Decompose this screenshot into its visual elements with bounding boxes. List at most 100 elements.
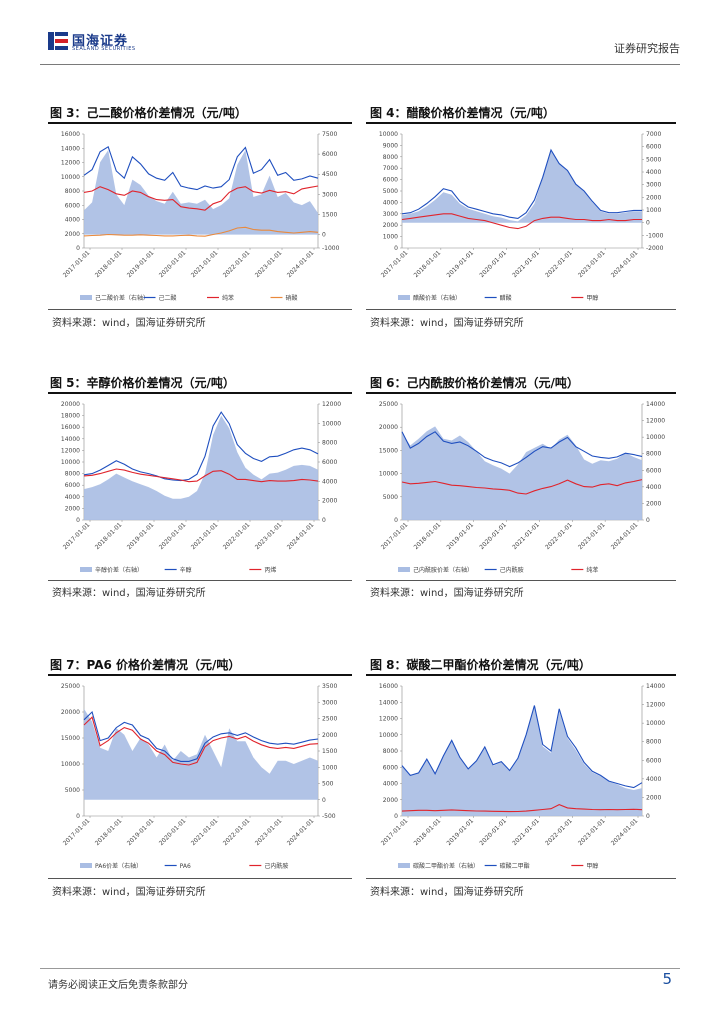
- x-tick-label: 2018-01-01: [94, 817, 124, 847]
- series-line-2: [401, 803, 643, 813]
- legend-label-1: 醋酸: [500, 294, 512, 302]
- figure-5-chart: 0 2000 4000 6000 8000 10000 12000 14000 16000 180…: [61, 401, 341, 574]
- x-tick-label: 2021-01-01: [190, 521, 220, 551]
- left-tick-label: 0: [76, 245, 80, 252]
- x-tick-label: 2020-01-01: [158, 249, 188, 279]
- left-tick-label: 3000: [383, 211, 398, 218]
- x-tick-label: 2018-01-01: [413, 817, 443, 847]
- legend-label-2: 己内酰胺: [264, 862, 288, 870]
- left-tick-label: 6000: [65, 202, 80, 209]
- x-tick-label: 2018-01-01: [94, 249, 124, 279]
- x-tick-label: 2018-01-01: [94, 521, 124, 551]
- right-tick-label: 3500: [322, 683, 337, 690]
- left-tick-label: 0: [394, 517, 398, 524]
- left-tick-label: 16000: [379, 683, 398, 690]
- right-tick-label: 7500: [322, 131, 337, 138]
- left-tick-label: 0: [394, 813, 398, 820]
- x-tick-label: 2021-01-01: [511, 521, 541, 551]
- series-line-2: [83, 468, 319, 483]
- left-tick-label: 10000: [379, 131, 398, 138]
- right-tick-label: 2000: [646, 500, 661, 507]
- left-tick-label: 5000: [383, 188, 398, 195]
- right-tick-label: 3000: [322, 699, 337, 706]
- figure-3-title: 图 3：己二酸价格价差情况（元/吨）: [50, 106, 247, 120]
- x-tick-label: 2021-01-01: [511, 249, 541, 279]
- right-tick-label: 12000: [646, 702, 665, 709]
- left-tick-label: 12000: [379, 716, 398, 723]
- x-tick-label: 2022-01-01: [544, 249, 574, 279]
- figure-6-chart: 0 5000 10000 15000 20000 25000 0 2000 4000 6000 80…: [379, 401, 665, 574]
- series-line-1: [83, 411, 319, 482]
- left-tick-label: 16000: [61, 131, 80, 138]
- left-tick-label: 18000: [61, 413, 80, 420]
- left-tick-label: 6000: [383, 764, 398, 771]
- sealand-logo-icon: [48, 32, 68, 50]
- x-tick-label: 2022-01-01: [222, 249, 252, 279]
- x-tick-label: 2017-01-01: [62, 249, 92, 279]
- right-tick-label: 1500: [322, 748, 337, 755]
- figure-5-source: 资料来源：wind，国海证券研究所: [52, 588, 206, 599]
- left-tick-label: 2000: [383, 797, 398, 804]
- series-line-2: [401, 479, 643, 495]
- x-tick-label: 2018-01-01: [413, 521, 443, 551]
- figure-3-source: 资料来源：wind，国海证券研究所: [52, 318, 206, 329]
- left-tick-label: 15000: [61, 735, 80, 742]
- right-tick-label: -1000: [646, 232, 664, 239]
- x-tick-label: 2024-01-01: [286, 817, 316, 847]
- left-tick-label: 4000: [65, 217, 80, 224]
- right-tick-label: 0: [646, 517, 650, 524]
- legend-label-2: 甲醇: [586, 294, 598, 302]
- series-line-1: [83, 710, 319, 762]
- series-area-0: [84, 150, 318, 235]
- left-tick-label: 2000: [383, 222, 398, 229]
- left-tick-label: 1000: [383, 234, 398, 241]
- figure-7-bottom-rule: [48, 878, 352, 879]
- figure-7-top-rule: [48, 674, 352, 676]
- series-line-2: [83, 185, 319, 211]
- right-tick-label: 0: [646, 813, 650, 820]
- figure-3-top-rule: [48, 122, 352, 124]
- left-tick-label: 0: [76, 813, 80, 820]
- series-line-3: [83, 226, 319, 237]
- right-tick-label: 6000: [322, 459, 337, 466]
- right-tick-label: 8000: [646, 451, 661, 458]
- right-tick-label: 2000: [646, 194, 661, 201]
- series-line-2: [401, 213, 642, 230]
- left-tick-label: 10000: [379, 471, 398, 478]
- right-tick-label: 4000: [646, 484, 661, 491]
- figure-5-bottom-rule: [48, 580, 352, 581]
- left-tick-label: 2000: [65, 231, 80, 238]
- page-number: 5: [662, 970, 672, 988]
- right-tick-label: 6000: [322, 151, 337, 158]
- x-tick-label: 2019-01-01: [126, 249, 156, 279]
- figure-8-title: 图 8：碳酸二甲酯价格价差情况（元/吨）: [370, 658, 591, 672]
- legend-label-1: PA6: [180, 863, 191, 870]
- x-tick-label: 2021-01-01: [190, 817, 220, 847]
- legend-label-1: 己内酰胺: [500, 566, 524, 574]
- right-tick-label: 2000: [322, 498, 337, 505]
- right-tick-label: 14000: [646, 401, 665, 408]
- figure-8-bottom-rule: [366, 878, 676, 879]
- left-tick-label: 20000: [61, 401, 80, 408]
- logo-text: 国海证券: [72, 34, 129, 49]
- left-tick-label: 8000: [65, 188, 80, 195]
- left-tick-label: 20000: [379, 424, 398, 431]
- x-tick-label: 2024-01-01: [610, 521, 640, 551]
- figure-8-source: 资料来源：wind，国海证券研究所: [370, 887, 524, 898]
- right-tick-label: -2000: [646, 245, 664, 252]
- right-tick-label: 4000: [646, 169, 661, 176]
- figure-4-title: 图 4：醋酸价格价差情况（元/吨）: [370, 106, 555, 120]
- series-line-1: [401, 431, 643, 468]
- figure-4-bottom-rule: [366, 309, 676, 310]
- legend-label-0: 己内酰胺价差（右轴）: [413, 566, 473, 574]
- right-tick-label: 7000: [646, 131, 661, 138]
- x-tick-label: 2024-01-01: [286, 249, 316, 279]
- x-tick-label: 2021-01-01: [190, 249, 220, 279]
- right-tick-label: 4500: [322, 171, 337, 178]
- right-tick-label: 6000: [646, 467, 661, 474]
- right-tick-label: 5000: [646, 156, 661, 163]
- series-line-1: [83, 145, 319, 191]
- left-tick-label: 4000: [383, 199, 398, 206]
- header-divider: [40, 64, 680, 65]
- x-tick-label: 2017-01-01: [380, 521, 410, 551]
